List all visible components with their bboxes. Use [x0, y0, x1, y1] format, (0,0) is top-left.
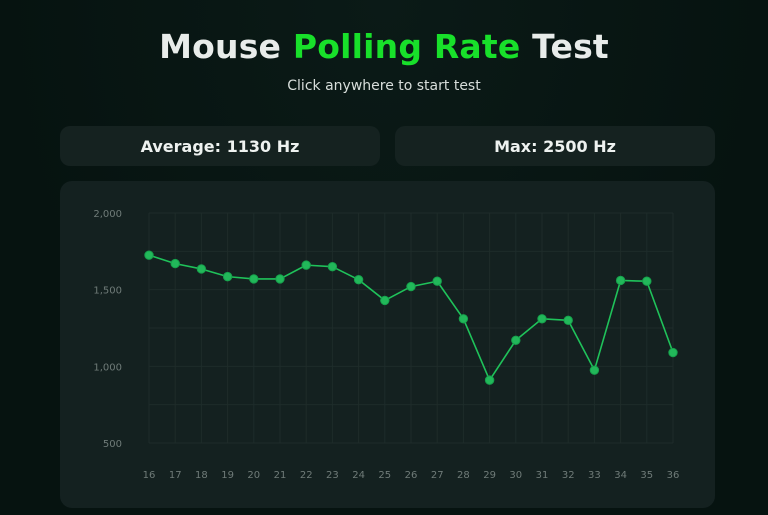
polling-rate-series	[144, 250, 678, 385]
data-point	[511, 335, 521, 345]
x-axis-ticks: 16 17 18 19 20 21 22 23 24 25 26 27 28 29 30 31 32 33 34 35…	[143, 470, 680, 481]
data-point	[642, 276, 652, 286]
x-tick-label: 34	[614, 470, 627, 481]
data-point	[170, 258, 180, 269]
start-instruction: Click anywhere to start test	[287, 78, 481, 94]
x-tick-label: 19	[221, 470, 234, 481]
x-tick-label: 17	[169, 470, 182, 481]
average-value: 1130 Hz	[226, 136, 300, 156]
data-point	[144, 250, 154, 260]
data-point	[380, 295, 390, 306]
y-tick-label: 1,000	[93, 362, 122, 373]
page-title: Mouse Polling Rate Test	[0, 26, 768, 68]
x-tick-label: 25	[378, 470, 391, 481]
y-tick-label: 1,500	[93, 286, 122, 297]
data-point	[458, 314, 469, 324]
x-tick-label: 18	[195, 470, 208, 481]
x-tick-label: 16	[143, 470, 156, 481]
x-tick-label: 22	[300, 470, 313, 481]
data-point	[222, 271, 233, 282]
x-tick-label: 36	[667, 470, 680, 481]
max-stat-card: Max: 2500 Hz	[395, 126, 715, 166]
x-tick-label: 33	[588, 470, 601, 481]
x-tick-label: 26	[405, 470, 418, 481]
data-point	[406, 281, 416, 292]
y-tick-label: 500	[103, 439, 122, 450]
x-tick-label: 32	[562, 470, 575, 481]
y-axis-ticks: 500 1,000 1,500 2,000	[93, 209, 122, 450]
title-word-mouse: Mouse	[159, 27, 282, 66]
average-stat-card: Average: 1130 Hz	[60, 126, 380, 166]
x-tick-label: 29	[483, 470, 496, 481]
x-tick-label: 27	[431, 470, 444, 481]
data-point	[327, 261, 338, 272]
data-point	[668, 347, 678, 358]
max-value: 2500 Hz	[543, 136, 616, 156]
x-tick-label: 31	[536, 470, 549, 481]
x-tick-label: 21	[274, 470, 287, 481]
polling-rate-chart: 500 1,000 1,500 2,000 16 17 18 19 20 21 22 23 24 25 2…	[93, 209, 680, 481]
polling-rate-chart-card: 500 1,000 1,500 2,000 16 17 18 19 20 21 22 23 24 25 2…	[60, 181, 715, 508]
data-point	[432, 276, 442, 286]
data-point	[563, 315, 573, 326]
chart-grid	[148, 212, 674, 444]
y-tick-label: 2,000	[93, 209, 122, 220]
data-point	[484, 375, 495, 385]
x-tick-label: 28	[457, 470, 470, 481]
title-polling-rate: Polling Rate	[292, 27, 521, 66]
max-label: Max:	[494, 136, 538, 156]
average-label: Average:	[140, 136, 222, 156]
x-tick-label: 24	[352, 470, 365, 481]
x-tick-label: 20	[247, 470, 260, 481]
x-tick-label: 23	[326, 470, 339, 481]
title-word-test: Test	[532, 27, 609, 66]
data-point	[249, 274, 259, 284]
data-point	[275, 274, 285, 284]
data-point	[589, 365, 600, 375]
data-point	[353, 275, 364, 285]
x-tick-label: 30	[509, 470, 522, 481]
data-point	[196, 264, 207, 274]
data-point	[301, 260, 311, 270]
x-tick-label: 35	[640, 470, 653, 481]
data-point	[615, 275, 626, 286]
data-point	[537, 314, 547, 324]
